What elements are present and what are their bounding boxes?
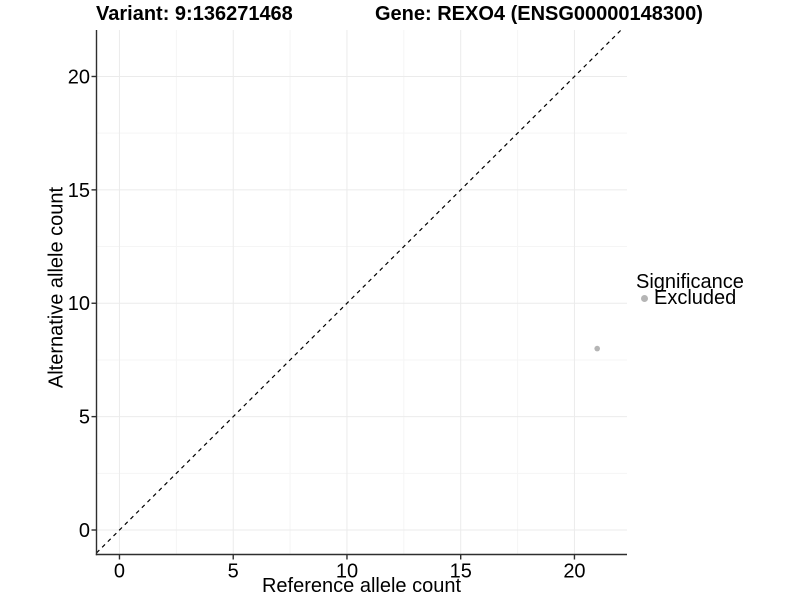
x-axis-title: Reference allele count — [261, 575, 461, 597]
identity-line — [96, 29, 622, 554]
legend-item-label: Excluded — [654, 287, 737, 309]
x-tick-label: 10 — [336, 561, 358, 583]
x-tick-label: 0 — [114, 561, 125, 583]
excluded-point-icon — [641, 295, 648, 302]
variant-title: Variant: 9:136271468 — [96, 3, 293, 25]
legend-item-excluded: Excluded — [641, 287, 736, 310]
y-axis-title: Alternative allele count — [45, 186, 68, 389]
x-tick-label: 20 — [563, 561, 585, 583]
x-tick-label: 5 — [228, 561, 239, 583]
y-tick-label: 0 — [79, 520, 90, 542]
x-tick-label: 15 — [450, 561, 472, 583]
y-tick-label: 5 — [79, 407, 90, 429]
gene-title: Gene: REXO4 (ENSG00000148300) — [375, 3, 703, 25]
y-tick-label: 10 — [68, 293, 90, 315]
legend: Significance Excluded — [636, 271, 744, 309]
y-tick-label: 15 — [68, 180, 90, 202]
legend-title: Significance — [636, 271, 744, 293]
y-tick-label: 20 — [68, 66, 90, 88]
data-point — [594, 345, 600, 352]
